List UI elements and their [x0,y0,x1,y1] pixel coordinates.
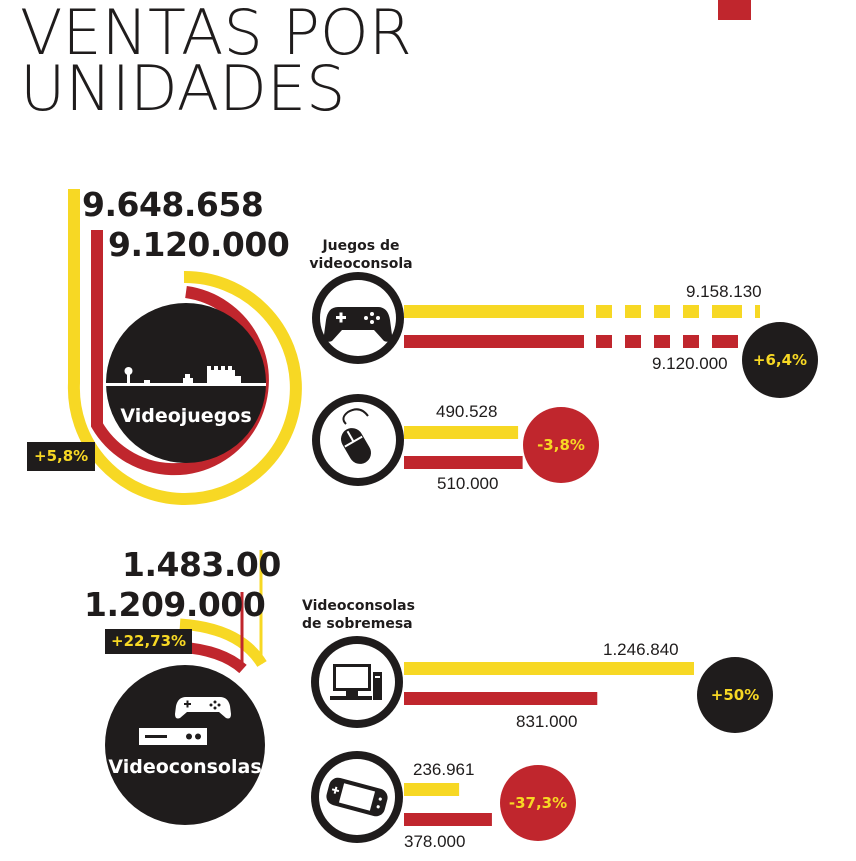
bar-0-1-red [404,456,523,469]
videoconsolas-circle [105,665,265,825]
bar-0-0-red-seg-0 [596,335,612,348]
console-box-icon [139,728,207,745]
bar-1-1-yellow [404,783,460,796]
videojuegos-total-red: 9.120.000 [108,225,290,264]
sobremesa-red-value: 831.000 [516,712,578,731]
videojuegos-label: Videojuegos [120,405,252,427]
videojuegos-total-yellow: 9.648.658 [82,185,264,224]
bar-0-1-yellow [404,426,519,439]
juegos-videoconsola-caption: Juegos de videoconsola [309,238,413,272]
videoconsolas-yellow-arc [179,618,267,668]
bar-0-0-red-seg-1 [625,335,641,348]
juegos-videoconsola-yellow-value: 9.158.130 [686,282,762,301]
sobremesa-yellow-value: 1.246.840 [603,640,679,659]
videoconsolas-total-red: 1.209.000 [84,585,266,624]
bar-0-0-red-seg-3 [683,335,699,348]
videoconsolas-change-badge: +22,73% [105,629,193,654]
sobremesa-caption: Videoconsolas de sobremesa [302,598,415,632]
bar-0-0-red-seg-2 [654,335,670,348]
desktop-computer-icon [311,636,403,728]
portatil-change: -37,3% [500,765,576,841]
juegos-videoconsola-red-value: 9.120.000 [652,354,728,373]
bar-1-0-yellow [404,662,694,675]
bar-0-0-red [404,335,584,348]
pc-red-value: 510.000 [437,474,499,493]
pc-change: -3,8% [523,407,599,483]
bar-0-0-yellow [404,305,584,318]
mouse-icon [312,394,404,486]
bar-0-0-yellow-seg-5 [755,305,760,318]
bar-0-0-yellow-seg-2 [654,305,670,318]
pixel-landscape-icon [106,366,266,386]
bar-1-1-red [404,813,492,826]
pc-yellow-value: 490.528 [436,402,498,421]
handheld-console-icon [311,751,403,843]
bar-0-0-yellow-seg-1 [625,305,641,318]
console-gamepad-icon [175,697,231,719]
portatil-yellow-value: 236.961 [413,760,475,779]
bar-0-0-red-seg-4 [712,335,738,348]
portatil-red-value: 378.000 [404,832,466,851]
videoconsolas-total-yellow: 1.483.00 [122,545,281,584]
videoconsolas-label: Videoconsolas [108,756,262,778]
videojuegos-yellow-ring [67,189,302,505]
bar-1-0-red [404,692,598,705]
bars-layer [404,305,760,826]
sobremesa-change: +50% [697,657,773,733]
gamepad-icon [312,272,404,364]
page-title-line-2: UNIDADES [20,52,346,125]
page-title-line-1: VENTAS POR [20,0,412,69]
bar-0-0-yellow-seg-3 [683,305,699,318]
videojuegos-circle [106,303,266,463]
corner-accent [718,0,751,20]
videojuegos-change-badge: +5,8% [27,442,96,471]
bar-0-0-yellow-seg-4 [712,305,742,318]
bar-0-0-yellow-seg-0 [596,305,612,318]
juegos-videoconsola-change: +6,4% [742,322,818,398]
